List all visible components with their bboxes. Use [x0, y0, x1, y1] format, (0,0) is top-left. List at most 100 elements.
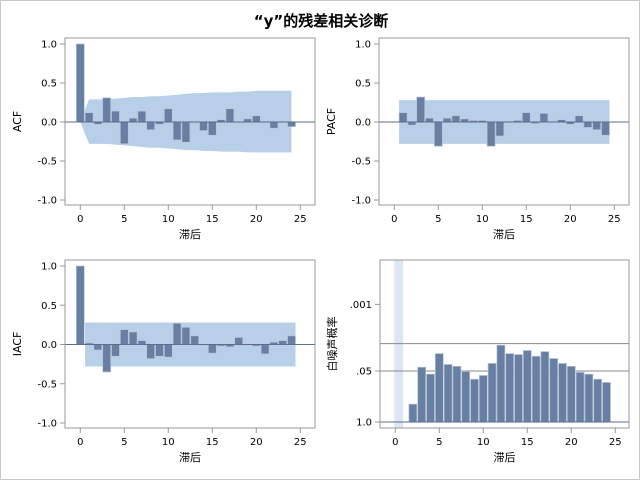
- bar-lag-7: [452, 365, 462, 423]
- white-noise-panel: .001 .05 1.0 0 5 10 15 20 25 滞后 白噪声概率: [325, 259, 630, 464]
- y-tick-label: 0.0: [355, 118, 371, 129]
- x-tick-label: 25: [608, 214, 621, 225]
- y-tick-label: -1.0: [351, 196, 371, 207]
- bar-lag-10: [163, 108, 173, 123]
- bar-lag-12: [495, 121, 505, 137]
- x-tick-label: 20: [565, 437, 578, 448]
- bar-lag-4: [426, 373, 435, 423]
- bar-lag-5: [119, 121, 129, 145]
- x-tick-label: 10: [476, 214, 489, 225]
- bar-lag-13: [505, 353, 515, 423]
- bar-lag-10: [163, 344, 173, 358]
- bar-lag-11: [487, 363, 497, 423]
- bar-lag-24: [602, 382, 611, 423]
- bar-lag-20: [566, 365, 576, 423]
- bar-lag-5: [119, 329, 129, 345]
- bar-lag-21: [260, 344, 270, 355]
- bar-lag-3: [102, 344, 112, 373]
- bar-lag-23: [592, 121, 602, 131]
- bar-lag-15: [207, 344, 217, 354]
- bar-lag-6: [128, 117, 138, 123]
- bar-lag-10: [478, 375, 488, 423]
- y-tick-label: -0.5: [37, 379, 57, 390]
- y-tick-label: -1.0: [37, 196, 57, 207]
- y-axis-label: ACF: [11, 111, 24, 132]
- bar-lag-12: [181, 326, 191, 345]
- bar-lag-11: [486, 121, 496, 147]
- y-tick-label: 0.5: [355, 79, 371, 90]
- x-tick-label: 10: [477, 437, 490, 448]
- bar-lag-24: [287, 121, 296, 128]
- acf-panel: 1.0 0.5 0.0 -0.5 -1.0 0 5 10 15 20 25 滞后 ACF: [11, 37, 316, 241]
- x-tick-label: 25: [294, 437, 307, 448]
- x-tick-label: 0: [391, 214, 397, 225]
- bar-lag-4: [425, 117, 434, 123]
- bar-lag-0: [75, 43, 85, 123]
- pacf-panel: 1.0 0.5 0.0 -0.5 -1.0 0 5 10 15 20 25 滞后 PACF: [325, 37, 630, 241]
- bar-lag-5: [434, 353, 444, 423]
- x-tick-label: 0: [392, 437, 398, 448]
- bar-lag-24: [601, 121, 610, 136]
- x-axis-label: 滞后: [179, 228, 201, 241]
- x-tick-label: 20: [250, 437, 263, 448]
- bar-lag-0: [75, 265, 85, 345]
- chart-title: “y”的残差相关诊断: [254, 12, 389, 30]
- x-tick-label: 20: [250, 214, 263, 225]
- y-axis-label: PACF: [325, 108, 338, 135]
- bar-lag-6: [442, 117, 452, 123]
- bar-lag-24: [287, 335, 296, 345]
- x-tick-label: 15: [520, 214, 533, 225]
- bar-lag-3: [417, 366, 427, 423]
- x-tick-label: 5: [435, 214, 441, 225]
- bar-lag-3: [102, 97, 112, 123]
- x-tick-label: 10: [162, 214, 175, 225]
- bar-lag-6: [443, 364, 453, 423]
- x-tick-label: 10: [162, 437, 175, 448]
- y-tick-label: 0.5: [41, 301, 57, 312]
- bar-lag-14: [514, 354, 523, 423]
- bar-lag-11: [172, 121, 182, 141]
- y-axis-label: 白噪声概率: [325, 317, 339, 372]
- y-tick-label: -0.5: [37, 157, 57, 168]
- bar-lag-9: [470, 378, 479, 423]
- bar-lag-13: [190, 335, 200, 345]
- x-tick-label: 0: [77, 214, 83, 225]
- bar-lag-16: [531, 355, 541, 423]
- bar-lag-21: [575, 371, 585, 423]
- plot-frame: [379, 259, 630, 429]
- x-tick-label: 20: [564, 214, 577, 225]
- bar-lag-23: [593, 378, 603, 423]
- bar-lag-14: [199, 121, 208, 131]
- bar-lag-9: [155, 344, 164, 357]
- bar-lag-12: [181, 121, 191, 143]
- x-tick-label: 15: [206, 214, 219, 225]
- bar-lag-2: [93, 344, 103, 351]
- bar-lag-17: [539, 113, 549, 123]
- bar-lag-18: [234, 337, 244, 345]
- bar-lag-22: [269, 121, 279, 129]
- bar-lag-3: [416, 96, 426, 123]
- bar-lag-23: [278, 340, 288, 345]
- bar-lag-17: [225, 108, 235, 123]
- bar-lag-8: [146, 344, 156, 359]
- y-axis-label: IACF: [11, 332, 24, 357]
- y-tick-label: 1.0: [41, 262, 57, 273]
- bar-lag-8: [461, 370, 471, 423]
- y-tick-label: 1.0: [355, 40, 371, 51]
- iacf-panel: 1.0 0.5 0.0 -0.5 -1.0 0 5 10 15 20 25 滞后 IACF: [11, 259, 316, 464]
- bar-lag-7: [451, 115, 461, 123]
- bar-lag-22: [583, 121, 593, 128]
- x-tick-label: 5: [436, 437, 442, 448]
- x-tick-label: 15: [206, 437, 219, 448]
- bar-lag-20: [251, 115, 261, 123]
- bar-lag-7: [137, 110, 147, 123]
- x-tick-label: 15: [521, 437, 534, 448]
- bar-lag-15: [207, 121, 217, 136]
- bar-lag-12: [496, 344, 506, 423]
- bar-lag-6: [128, 331, 138, 345]
- bar-lag-15: [522, 350, 532, 423]
- x-axis-label: 滞后: [493, 228, 515, 241]
- x-tick-label: 25: [294, 214, 307, 225]
- bar-lag-21: [574, 115, 584, 123]
